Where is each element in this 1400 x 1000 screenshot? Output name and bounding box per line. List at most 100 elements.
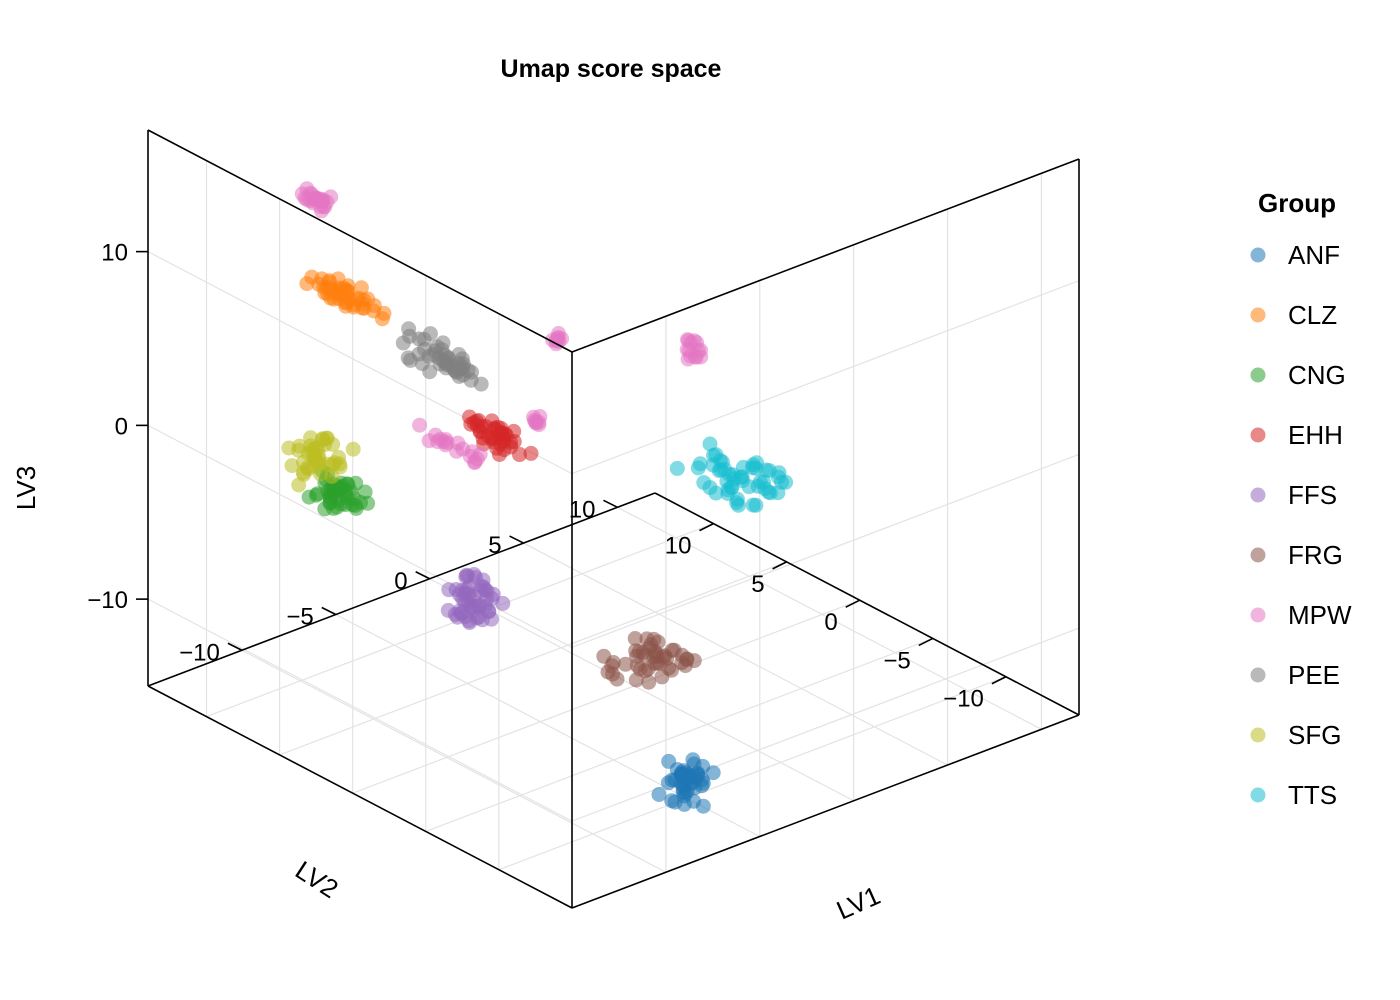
x-axis-title-lv2: LV2 bbox=[290, 855, 344, 904]
legend-marker bbox=[1250, 307, 1266, 323]
data-point bbox=[681, 343, 697, 359]
data-point bbox=[674, 655, 690, 671]
legend: Group ANF CLZ CNG EHH FFS FRG MPW PEE SFG TTS bbox=[1250, 188, 1352, 810]
data-point bbox=[627, 631, 643, 646]
y-tick-label: 5 bbox=[751, 571, 764, 598]
data-point bbox=[324, 468, 340, 484]
y-tick-label: 0 bbox=[824, 609, 837, 636]
data-point bbox=[374, 311, 390, 327]
data-point bbox=[660, 775, 676, 791]
series-clz bbox=[299, 269, 392, 327]
data-point bbox=[403, 352, 418, 368]
grid-line bbox=[147, 598, 573, 822]
data-point bbox=[650, 634, 666, 650]
grid-line bbox=[523, 542, 948, 766]
grid-line bbox=[425, 637, 934, 833]
series-ehh bbox=[462, 409, 539, 463]
data-point bbox=[702, 436, 718, 452]
data-point bbox=[472, 598, 487, 614]
legend-label: CNG bbox=[1288, 360, 1346, 390]
data-point bbox=[462, 448, 478, 464]
z-tick-label: −10 bbox=[87, 587, 128, 614]
series-sfg bbox=[281, 430, 361, 493]
z-axis-title-lv3: LV3 bbox=[11, 466, 41, 510]
legend-item-cng: CNG bbox=[1250, 360, 1346, 390]
legend-label: SFG bbox=[1288, 720, 1341, 750]
data-point bbox=[332, 480, 348, 495]
data-point bbox=[463, 416, 479, 432]
x-tick-mark bbox=[603, 499, 618, 509]
grid-line bbox=[498, 676, 1007, 871]
legend-title: Group bbox=[1258, 188, 1336, 218]
data-point bbox=[291, 477, 307, 493]
data-point bbox=[450, 435, 466, 451]
z-tick-label: 0 bbox=[115, 413, 128, 440]
x-tick-label: 10 bbox=[569, 496, 596, 523]
x-tick-label: 5 bbox=[488, 532, 501, 559]
grid-line bbox=[241, 649, 667, 873]
data-point bbox=[320, 456, 336, 472]
data-point bbox=[308, 487, 324, 503]
axis-edge bbox=[571, 158, 1080, 353]
legend-marker bbox=[1250, 787, 1266, 803]
x-tick-label: −5 bbox=[286, 604, 313, 631]
data-point bbox=[353, 495, 368, 510]
legend-marker bbox=[1250, 727, 1266, 743]
data-point bbox=[641, 674, 657, 690]
data-point bbox=[771, 465, 787, 481]
x-tick-label: 0 bbox=[394, 568, 407, 595]
data-point bbox=[314, 193, 330, 209]
legend-label: FFS bbox=[1288, 480, 1337, 510]
legend-marker bbox=[1250, 427, 1266, 443]
data-point bbox=[659, 651, 675, 666]
series-ffs bbox=[440, 567, 511, 631]
data-point bbox=[430, 434, 445, 450]
data-point bbox=[460, 362, 476, 378]
axis-frame bbox=[147, 129, 1080, 909]
data-point bbox=[731, 497, 746, 513]
data-point bbox=[321, 274, 337, 290]
legend-item-ehh: EHH bbox=[1250, 420, 1343, 450]
y-tick-mark bbox=[845, 599, 861, 608]
data-points bbox=[281, 181, 794, 814]
data-point bbox=[471, 609, 487, 625]
legend-item-tts: TTS bbox=[1250, 780, 1337, 810]
data-point bbox=[673, 776, 689, 791]
series-anf bbox=[651, 752, 721, 814]
axis-edge bbox=[147, 492, 656, 687]
data-point bbox=[693, 349, 709, 365]
y-tick-label: −5 bbox=[883, 647, 910, 674]
chart-title: Umap score space bbox=[501, 55, 722, 83]
data-point bbox=[695, 758, 711, 774]
z-tick-label: 10 bbox=[101, 240, 128, 267]
grid-line bbox=[617, 506, 1042, 730]
data-point bbox=[690, 460, 706, 476]
data-point bbox=[503, 439, 519, 455]
data-point bbox=[343, 292, 358, 307]
legend-label: TTS bbox=[1288, 780, 1337, 810]
grid-lines bbox=[147, 160, 1080, 873]
data-point bbox=[322, 494, 338, 510]
series-mpw bbox=[294, 181, 709, 471]
grid-line bbox=[571, 453, 1080, 648]
data-point bbox=[353, 280, 369, 296]
data-point bbox=[669, 460, 685, 476]
data-point bbox=[402, 328, 418, 344]
data-point bbox=[695, 775, 711, 791]
data-point bbox=[355, 296, 371, 312]
data-point bbox=[435, 353, 451, 369]
legend-item-ffs: FFS bbox=[1250, 480, 1337, 510]
grid-line bbox=[352, 599, 860, 794]
data-point bbox=[422, 364, 438, 380]
legend-item-frg: FRG bbox=[1250, 540, 1343, 570]
legend-item-mpw: MPW bbox=[1250, 600, 1352, 630]
data-point bbox=[661, 753, 677, 769]
legend-marker bbox=[1250, 487, 1266, 503]
legend-marker bbox=[1250, 367, 1266, 383]
legend-item-anf: ANF bbox=[1250, 240, 1340, 270]
x-tick-mark bbox=[321, 606, 337, 616]
data-point bbox=[735, 459, 751, 475]
y-tick-mark bbox=[991, 676, 1007, 685]
legend-label: PEE bbox=[1288, 660, 1340, 690]
